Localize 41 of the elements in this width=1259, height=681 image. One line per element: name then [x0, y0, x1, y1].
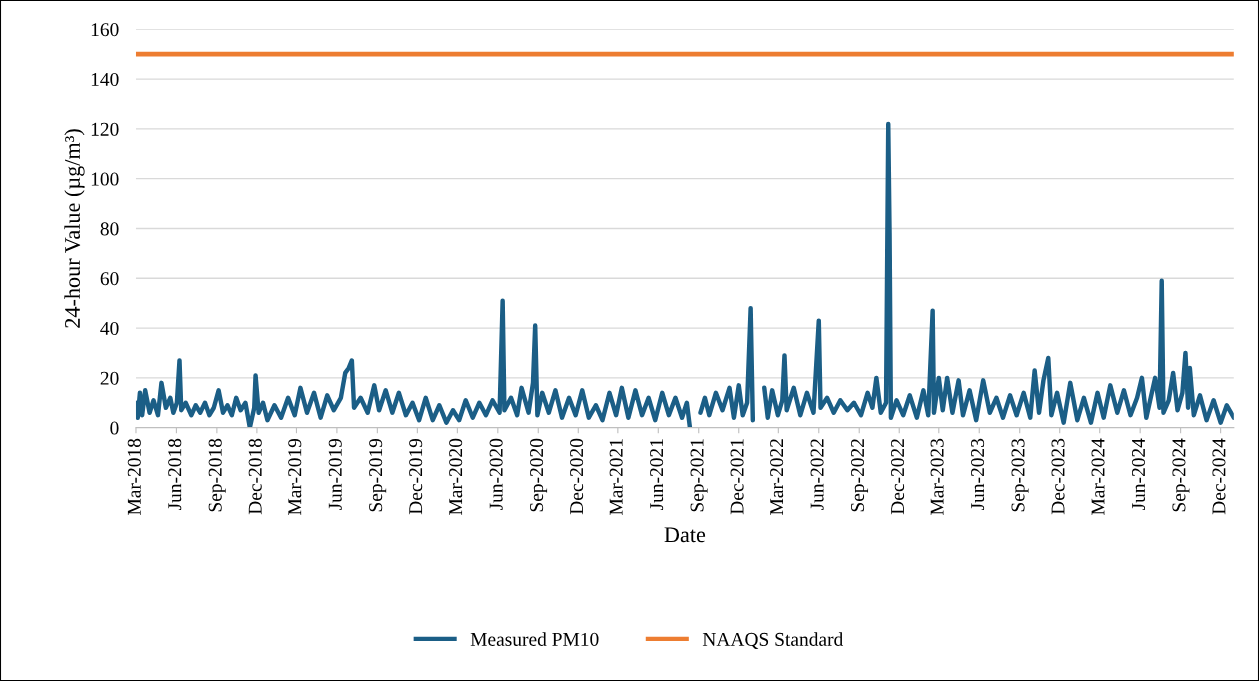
y-tick-label: 80 — [100, 222, 119, 236]
legend-label: Measured PM10 — [470, 632, 599, 646]
x-tick-label: Dec-2021 — [730, 439, 744, 515]
x-tick-label: Sep-2023 — [1011, 438, 1029, 512]
x-tick-label: Jun-2024 — [1131, 438, 1146, 511]
y-tick-label: 160 — [91, 23, 119, 37]
y-tick-label: 60 — [100, 272, 119, 286]
x-tick-label: Jun-2018 — [168, 438, 182, 511]
x-tick-label: Sep-2018 — [208, 438, 226, 512]
x-tick-label: Jun-2019 — [328, 438, 342, 511]
y-tick-label: 40 — [100, 321, 119, 336]
x-tick-label: Mar-2024 — [1091, 438, 1105, 515]
x-tick-label: Mar-2022 — [770, 439, 784, 515]
x-tick-label: Mar-2023 — [930, 438, 944, 515]
x-tick-label: Jun-2021 — [650, 439, 664, 511]
x-tick-label: Jun-2020 — [489, 438, 503, 511]
x-tick-label: Dec-2023 — [1051, 438, 1065, 515]
x-tick-label: Sep-2024 — [1172, 438, 1190, 512]
legend-label: NAAQS Standard — [702, 632, 844, 649]
y-tick-label: 100 — [91, 172, 119, 186]
x-tick-label: Jun-2023 — [971, 438, 985, 511]
x-tick-label: Mar-2021 — [609, 439, 623, 515]
y-tick-label: 140 — [91, 72, 119, 87]
x-tick-label: Dec-2022 — [890, 439, 905, 515]
y-axis-title: 24-hour Value (µg/m³) — [64, 129, 85, 328]
x-tick-label: Mar-2018 — [127, 438, 141, 515]
y-tick-label: 120 — [91, 122, 119, 136]
x-tick-label: Dec-2020 — [570, 438, 584, 515]
x-tick-label: Sep-2020 — [530, 438, 548, 512]
x-tick-label: Mar-2019 — [288, 438, 302, 515]
x-tick-label: Jun-2022 — [810, 439, 824, 511]
x-tick-label: Dec-2024 — [1212, 438, 1226, 515]
x-axis-title: Date — [664, 527, 706, 543]
y-tick-label: 20 — [100, 371, 119, 385]
x-tick-label: Sep-2022 — [850, 439, 869, 512]
y-tick-label: 0 — [110, 421, 119, 435]
x-tick-label: Dec-2019 — [409, 438, 423, 515]
x-tick-label: Sep-2021 — [690, 439, 708, 512]
x-tick-label: Dec-2018 — [248, 438, 262, 515]
x-tick-label: Sep-2019 — [369, 438, 387, 512]
x-tick-label: Mar-2020 — [449, 438, 463, 515]
